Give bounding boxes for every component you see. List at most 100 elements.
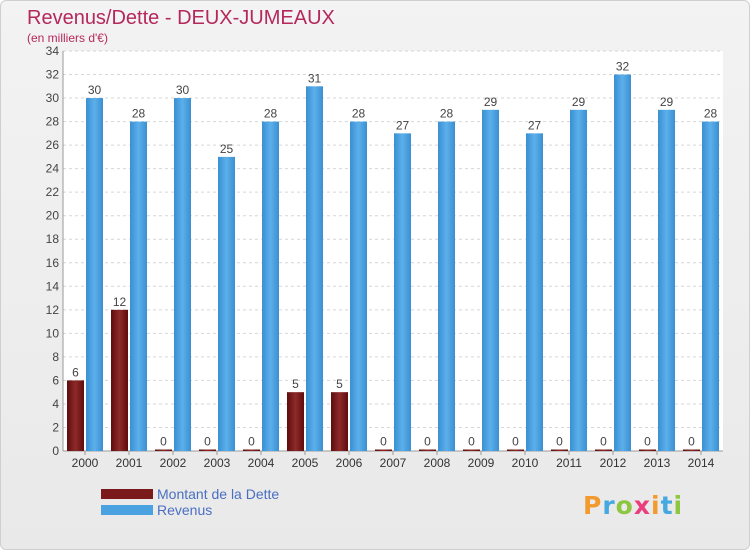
- bar-dette: [331, 392, 348, 451]
- y-tick-label: 18: [46, 232, 60, 246]
- x-tick-label: 2000: [72, 456, 99, 470]
- x-tick-label: 2012: [600, 456, 627, 470]
- bar-dette: [243, 449, 260, 451]
- y-tick-label: 26: [46, 138, 60, 152]
- data-label-dette: 6: [72, 365, 79, 379]
- data-label-dette: 0: [424, 435, 431, 449]
- y-tick-label: 2: [52, 420, 59, 434]
- data-label-revenus: 28: [264, 107, 278, 121]
- data-label-dette: 0: [380, 435, 387, 449]
- data-label-revenus: 29: [572, 95, 586, 109]
- y-tick-label: 30: [46, 91, 60, 105]
- bar-revenus: [262, 121, 279, 452]
- legend-item-revenus: Revenus: [101, 502, 279, 518]
- data-label-dette: 0: [468, 435, 475, 449]
- data-label-revenus: 31: [308, 71, 322, 85]
- y-tick-label: 8: [52, 350, 59, 364]
- bar-dette: [111, 309, 128, 451]
- data-label-revenus: 25: [220, 142, 234, 156]
- bar-revenus: [86, 98, 103, 451]
- y-tick-label: 14: [46, 279, 60, 293]
- bar-dette: [463, 449, 480, 451]
- x-tick-label: 2010: [512, 456, 539, 470]
- x-tick-label: 2011: [556, 456, 582, 470]
- data-label-dette: 0: [644, 435, 651, 449]
- bar-revenus: [658, 109, 675, 451]
- data-label-dette: 0: [600, 435, 607, 449]
- data-label-revenus: 28: [352, 107, 366, 121]
- bar-dette: [199, 449, 216, 451]
- proxiti-logo: Proxiti: [583, 491, 684, 520]
- bar-revenus: [482, 109, 499, 451]
- data-label-revenus: 32: [616, 60, 630, 74]
- x-tick-label: 2003: [204, 456, 231, 470]
- bar-revenus: [394, 133, 411, 451]
- y-tick-label: 34: [46, 44, 60, 58]
- y-tick-label: 20: [46, 209, 60, 223]
- data-label-revenus: 28: [132, 107, 146, 121]
- y-tick-label: 6: [52, 373, 59, 387]
- y-tick-label: 16: [46, 256, 60, 270]
- y-tick-label: 28: [46, 115, 60, 129]
- bar-dette: [67, 380, 84, 451]
- data-label-revenus: 30: [176, 83, 190, 97]
- bar-dette: [683, 449, 700, 451]
- y-tick-label: 0: [52, 444, 59, 458]
- bar-revenus: [174, 98, 191, 451]
- x-tick-label: 2008: [424, 456, 451, 470]
- y-tick-label: 22: [46, 185, 60, 199]
- chart-subtitle: (en milliers d'€): [27, 31, 108, 45]
- legend: Montant de la Dette Revenus: [101, 486, 279, 518]
- bar-revenus: [614, 74, 631, 451]
- data-label-dette: 0: [160, 435, 167, 449]
- bar-revenus: [350, 121, 367, 452]
- x-tick-label: 2013: [644, 456, 671, 470]
- bar-revenus: [570, 109, 587, 451]
- bar-dette: [507, 449, 524, 451]
- bar-revenus: [218, 156, 235, 451]
- bar-revenus: [702, 121, 719, 452]
- y-tick-label: 4: [52, 397, 59, 411]
- x-tick-label: 2005: [292, 456, 319, 470]
- y-tick-label: 10: [46, 326, 60, 340]
- data-label-revenus: 30: [88, 83, 102, 97]
- bar-revenus: [130, 121, 147, 452]
- bar-revenus: [526, 133, 543, 451]
- data-label-dette: 5: [292, 377, 299, 391]
- x-tick-label: 2006: [336, 456, 363, 470]
- x-tick-label: 2014: [688, 456, 715, 470]
- y-tick-label: 24: [46, 162, 60, 176]
- data-label-dette: 0: [248, 435, 255, 449]
- y-tick-label: 12: [46, 303, 60, 317]
- data-label-revenus: 28: [704, 107, 718, 121]
- data-label-dette: 0: [204, 435, 211, 449]
- data-label-revenus: 29: [484, 95, 498, 109]
- legend-label-revenus: Revenus: [157, 502, 213, 518]
- x-tick-label: 2004: [248, 456, 275, 470]
- legend-item-dette: Montant de la Dette: [101, 486, 279, 502]
- x-tick-label: 2007: [380, 456, 407, 470]
- bar-dette: [419, 449, 436, 451]
- bar-revenus: [438, 121, 455, 452]
- chart-title: Revenus/Dette - DEUX-JUMEAUX: [27, 7, 335, 29]
- bar-dette: [287, 392, 304, 451]
- x-tick-label: 2001: [116, 456, 143, 470]
- data-label-revenus: 29: [660, 95, 674, 109]
- data-label-dette: 0: [512, 435, 519, 449]
- legend-label-dette: Montant de la Dette: [157, 486, 280, 502]
- y-tick-label: 32: [46, 68, 60, 82]
- bar-dette: [375, 449, 392, 451]
- bar-revenus: [306, 86, 323, 451]
- bar-dette: [595, 449, 612, 451]
- bar-dette: [639, 449, 656, 451]
- data-label-dette: 0: [556, 435, 563, 449]
- legend-swatch-dette: [101, 489, 153, 499]
- legend-swatch-revenus: [101, 505, 153, 515]
- data-label-revenus: 27: [528, 118, 542, 132]
- data-label-dette: 12: [113, 295, 127, 309]
- bar-dette: [155, 449, 172, 451]
- data-label-revenus: 28: [440, 107, 454, 121]
- data-label-dette: 0: [688, 435, 695, 449]
